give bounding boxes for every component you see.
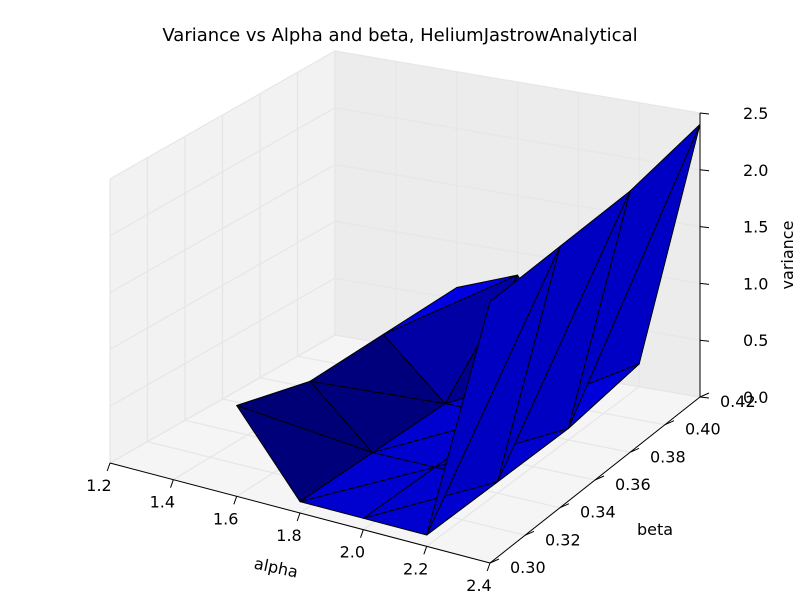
alpha-tick	[360, 529, 364, 538]
tick-labels: 1.2 1.4 1.6 1.8 2.0 2.2 2.4 0.30 0.32 0.34 0.36 0.3…	[86, 104, 768, 595]
surface-face	[426, 245, 561, 536]
variance-tick-label: 0.5	[743, 331, 768, 350]
variance-tick-label: 2.5	[743, 104, 768, 123]
axes	[106, 112, 710, 572]
alpha-tick	[106, 462, 111, 472]
beta-tick	[629, 447, 640, 453]
surface-face	[299, 466, 436, 519]
alpha-tick-label: 1.2	[86, 476, 111, 495]
beta-tick-label: 0.30	[510, 558, 546, 577]
beta-tick	[524, 530, 535, 536]
variance-tick-label: 0.0	[743, 388, 768, 407]
chart-title: Variance vs Alpha and beta, HeliumJastro…	[162, 25, 637, 46]
alpha-tick	[170, 479, 174, 488]
surface	[236, 123, 701, 536]
alpha-tick-label: 1.6	[213, 509, 238, 528]
beta-tick-label: 0.32	[545, 530, 581, 549]
alpha-tick	[296, 512, 301, 522]
surface-face	[362, 481, 498, 536]
beta-tick	[559, 503, 570, 509]
alpha-tick	[233, 496, 238, 505]
variance-tick	[699, 226, 710, 229]
beta-tick-label: 0.36	[615, 475, 651, 494]
grid-line-variance	[109, 107, 701, 237]
variance-tick	[699, 169, 710, 172]
beta-tick-label: 0.38	[650, 447, 686, 466]
variance-tick-label: 2.0	[743, 161, 768, 180]
beta-tick-label: 0.42	[720, 392, 756, 411]
alpha-tick-label: 2.4	[466, 576, 491, 595]
beta-tick	[664, 420, 675, 426]
beta-tick-label: 0.34	[580, 503, 616, 522]
alpha-tick-label: 2.2	[403, 559, 428, 578]
variance-tick	[699, 282, 710, 285]
alpha-tick	[423, 546, 428, 555]
alpha-tick	[486, 562, 491, 572]
beta-tick	[594, 475, 605, 481]
x-axis-label: alpha	[252, 554, 299, 582]
grid-line-variance	[109, 50, 701, 180]
z-axis-label: variance	[778, 221, 797, 290]
variance-tick	[699, 339, 710, 342]
beta-tick-label: 0.40	[685, 420, 721, 439]
variance-tick	[699, 112, 710, 115]
variance-tick	[699, 396, 710, 399]
alpha-tick-label: 2.0	[340, 543, 365, 562]
grid-line-variance	[109, 163, 701, 294]
variance-tick-label: 1.0	[743, 274, 768, 293]
beta-tick	[699, 392, 710, 398]
alpha-tick-label: 1.4	[150, 493, 175, 512]
beta-tick	[489, 558, 500, 564]
variance-tick-label: 1.5	[743, 218, 768, 237]
alpha-tick-label: 1.8	[276, 526, 301, 545]
y-axis-label: beta	[637, 520, 673, 539]
surface-face	[236, 405, 373, 503]
